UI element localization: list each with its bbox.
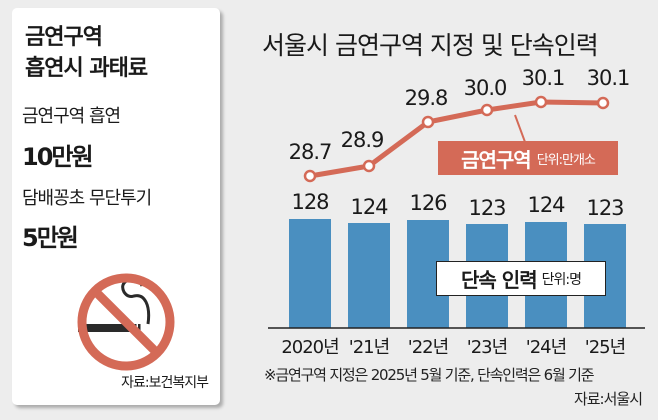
no-smoking-icon <box>76 272 176 376</box>
card-title-line2: 흡연시 과태료 <box>25 56 148 81</box>
x-tick: '21년 <box>348 337 390 358</box>
line-label: 30.1 <box>521 66 566 90</box>
fine-info-card: 금연구역 흡연시 과태료 금연구역 흡연 10만원 담배꽁초 무단투기 5만원 … <box>12 8 220 405</box>
x-tick: '25년 <box>584 337 626 358</box>
bar-label: 124 <box>350 195 388 219</box>
line-legend-label: 금연구역 <box>461 147 532 172</box>
bar-label: 128 <box>291 190 329 214</box>
bar-2020 <box>289 219 331 328</box>
bar-label: 124 <box>527 193 565 217</box>
fine-label-smoking: 금연구역 흡연 <box>22 106 121 127</box>
x-tick: 2020년 <box>281 337 339 358</box>
line-label: 28.7 <box>288 140 333 164</box>
line-label: 28.9 <box>340 128 385 152</box>
bar-2021 <box>348 223 390 328</box>
fine-value-littering: 5만원 <box>22 224 79 252</box>
bar-label: 126 <box>409 191 447 215</box>
fine-label-littering: 담배꽁초 무단투기 <box>22 188 152 209</box>
card-title: 금연구역 흡연시 과태료 <box>25 22 148 84</box>
line-legend-unit: 단위:만개소 <box>536 152 596 168</box>
bar-legend-unit: 단위:명 <box>541 271 582 288</box>
chart-footnote: ※금연구역 지정은 2025년 5월 기준, 단속인력은 6월 기준 <box>264 366 595 384</box>
bar-label: 123 <box>586 196 624 220</box>
x-tick: '23년 <box>466 337 508 358</box>
bar-legend: 단속 인력 단위:명 <box>436 261 606 296</box>
line-label: 30.1 <box>586 66 631 90</box>
card-source: 자료:보건복지부 <box>121 375 209 391</box>
legend-pointer <box>514 114 526 143</box>
line-markers <box>303 95 610 183</box>
chart-source: 자료:서울시 <box>573 390 643 408</box>
bar-label: 123 <box>468 196 506 220</box>
card-title-line1: 금연구역 <box>25 25 103 50</box>
fine-value-smoking: 10만원 <box>22 143 94 171</box>
line-label: 30.0 <box>463 76 508 100</box>
line-series <box>309 99 604 179</box>
x-tick: '24년 <box>525 337 567 358</box>
line-legend: 금연구역 단위:만개소 <box>438 141 618 175</box>
x-tick: '22년 <box>407 337 449 358</box>
chart-title: 서울시 금연구역 지정 및 단속인력 <box>262 31 599 60</box>
line-label: 29.8 <box>404 86 449 110</box>
bar-legend-label: 단속 인력 <box>461 268 538 292</box>
